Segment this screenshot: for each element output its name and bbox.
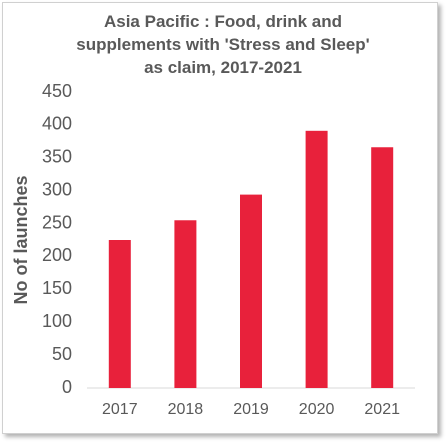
chart-frame <box>2 2 438 434</box>
x-tick-label: 2021 <box>364 401 400 418</box>
x-tick-label: 2019 <box>233 401 269 418</box>
bar <box>174 220 197 388</box>
x-tick-label: 2018 <box>168 401 204 418</box>
y-tick-label: 100 <box>42 311 72 331</box>
chart-title: Asia Pacific : Food, drink and supplemen… <box>76 12 370 77</box>
x-tick-label: 2017 <box>102 401 138 418</box>
y-tick-label: 350 <box>42 147 72 167</box>
x-tick-label: 2020 <box>299 401 335 418</box>
y-tick-label: 300 <box>42 179 72 199</box>
y-tick-label: 50 <box>52 344 72 364</box>
bar <box>305 130 328 388</box>
y-tick-label: 450 <box>42 81 72 101</box>
bar <box>371 147 394 388</box>
bar <box>108 240 131 388</box>
y-tick-label: 150 <box>42 278 72 298</box>
y-tick-label: 400 <box>42 114 72 134</box>
y-axis-label: No of launches <box>11 175 31 304</box>
bar <box>240 194 262 388</box>
y-tick-label: 250 <box>42 212 72 232</box>
y-tick-label: 200 <box>42 245 72 265</box>
y-tick-label: 0 <box>62 377 72 397</box>
